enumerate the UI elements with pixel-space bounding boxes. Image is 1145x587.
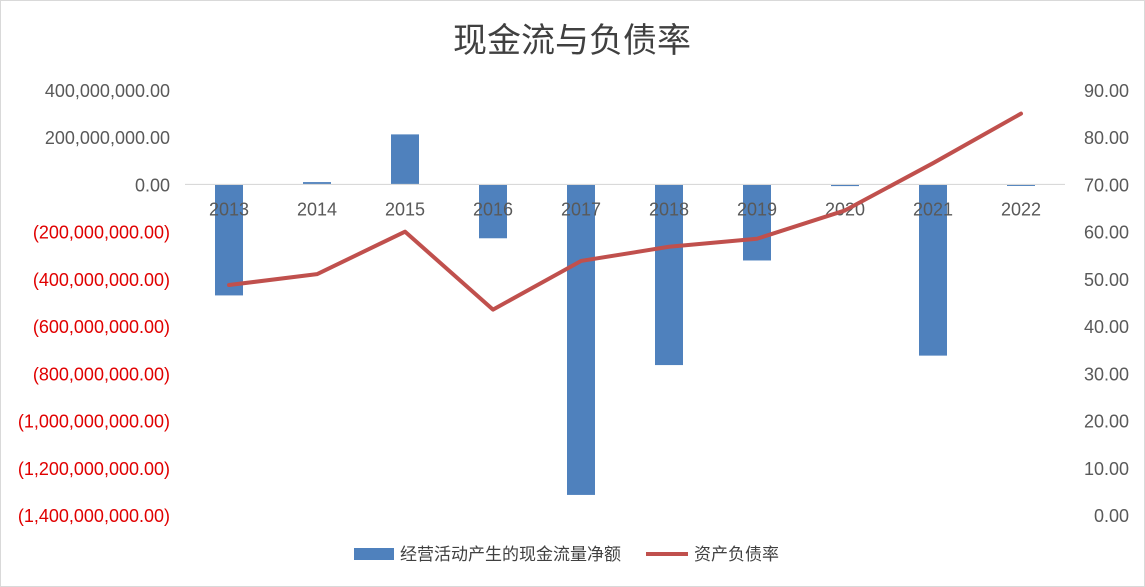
bar-2017 bbox=[567, 184, 595, 495]
legend: 经营活动产生的现金流量净额 资产负债率 bbox=[354, 545, 779, 565]
right-tick-label: 50.00 bbox=[1084, 270, 1129, 290]
left-tick-label: (600,000,000.00) bbox=[33, 317, 170, 337]
x-tick-label: 2018 bbox=[649, 199, 689, 219]
bar-2021 bbox=[919, 184, 947, 356]
bar-2014 bbox=[303, 182, 331, 185]
left-tick-label: (1,400,000,000.00) bbox=[18, 506, 170, 526]
x-tick-label: 2013 bbox=[209, 199, 249, 219]
left-tick-label: 0.00 bbox=[135, 175, 170, 195]
right-tick-label: 10.00 bbox=[1084, 459, 1129, 479]
x-tick-label: 2017 bbox=[561, 199, 601, 219]
right-tick-label: 60.00 bbox=[1084, 223, 1129, 243]
chart-title: 现金流与负债率 bbox=[453, 21, 691, 61]
x-tick-label: 2016 bbox=[473, 199, 513, 219]
x-tick-label: 2014 bbox=[297, 199, 337, 219]
bar-2018 bbox=[655, 184, 683, 366]
bar-2016 bbox=[479, 184, 507, 239]
left-tick-label: (400,000,000.00) bbox=[33, 270, 170, 290]
left-tick-label: 400,000,000.00 bbox=[45, 81, 170, 101]
left-tick-label: (200,000,000.00) bbox=[33, 223, 170, 243]
bar-2022 bbox=[1007, 184, 1035, 186]
debt-ratio-line bbox=[227, 111, 1023, 312]
bar-2015 bbox=[391, 134, 419, 185]
right-tick-label: 80.00 bbox=[1084, 128, 1129, 148]
legend-swatch-cashflow bbox=[354, 548, 394, 560]
legend-label-debt-ratio: 资产负债率 bbox=[694, 545, 779, 565]
right-tick-label: 20.00 bbox=[1084, 412, 1129, 432]
left-tick-label: (1,000,000,000.00) bbox=[18, 412, 170, 432]
left-tick-label: (800,000,000.00) bbox=[33, 364, 170, 384]
right-tick-label: 0.00 bbox=[1094, 506, 1129, 526]
x-tick-label: 2015 bbox=[385, 199, 425, 219]
left-axis-labels: 400,000,000.00 200,000,000.00 0.00 (200,000… bbox=[18, 81, 170, 526]
right-axis-labels: 90.00 80.00 70.00 60.00 50.00 40.00 30.00 20.00… bbox=[1084, 81, 1129, 526]
right-tick-label: 40.00 bbox=[1084, 317, 1129, 337]
line-series bbox=[227, 111, 1023, 312]
left-tick-label: 200,000,000.00 bbox=[45, 128, 170, 148]
bar-series bbox=[215, 134, 1035, 495]
left-tick-label: (1,200,000,000.00) bbox=[18, 459, 170, 479]
x-tick-label: 2019 bbox=[737, 199, 777, 219]
bar-2019 bbox=[743, 184, 771, 261]
right-tick-label: 90.00 bbox=[1084, 81, 1129, 101]
x-tick-label: 2022 bbox=[1001, 199, 1041, 219]
x-tick-labels: 2013 2014 2015 2016 2017 2018 2019 2020 2021 2022 bbox=[209, 199, 1041, 219]
right-tick-label: 70.00 bbox=[1084, 175, 1129, 195]
legend-label-cashflow: 经营活动产生的现金流量净额 bbox=[400, 545, 621, 565]
x-tick-label: 2021 bbox=[913, 199, 953, 219]
right-tick-label: 30.00 bbox=[1084, 364, 1129, 384]
bar-2020 bbox=[831, 184, 859, 187]
bar-2013 bbox=[215, 184, 243, 296]
